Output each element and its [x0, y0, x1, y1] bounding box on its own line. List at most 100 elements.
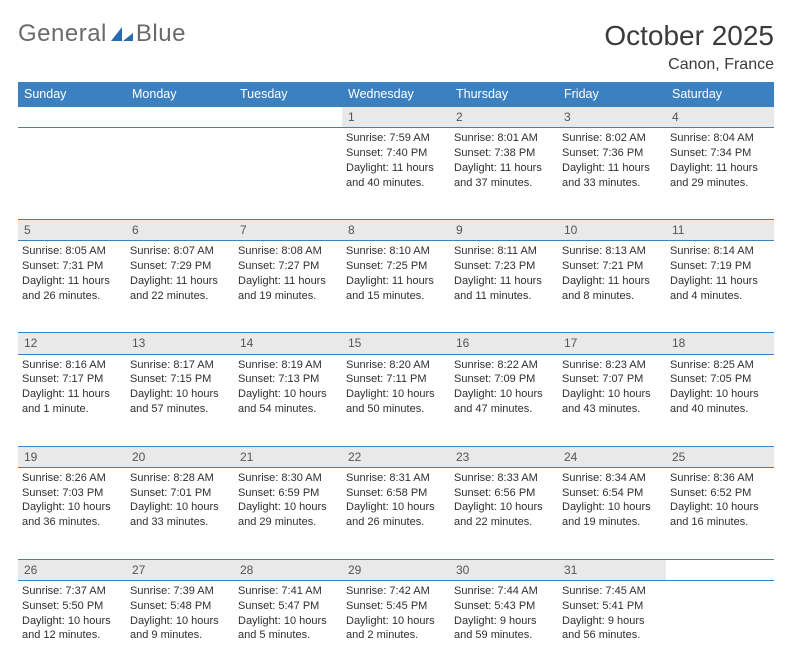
day-number: 3: [558, 107, 666, 128]
day-detail-line: Sunrise: 8:14 AM: [670, 244, 770, 259]
page-title: October 2025: [604, 20, 774, 52]
day-detail-line: Sunrise: 8:26 AM: [22, 471, 122, 486]
day-detail-line: Sunset: 7:17 PM: [22, 372, 122, 387]
day-detail-line: Sunset: 7:38 PM: [454, 146, 554, 161]
day-detail-line: Sunset: 7:34 PM: [670, 146, 770, 161]
day-cell: Sunrise: 8:07 AMSunset: 7:29 PMDaylight:…: [126, 241, 234, 333]
day-detail-line: Daylight: 11 hours: [346, 161, 446, 176]
week-row: Sunrise: 8:05 AMSunset: 7:31 PM Daylight:…: [18, 241, 774, 333]
day-cell: Sunrise: 8:23 AMSunset: 7:07 PMDaylight:…: [558, 354, 666, 446]
day-detail-line: and 47 minutes.: [454, 402, 554, 417]
day-cell: Sunrise: 8:01 AMSunset: 7:38 PMDaylight:…: [450, 128, 558, 220]
day-detail-line: and 9 minutes.: [130, 628, 230, 643]
day-detail-line: and 11 minutes.: [454, 289, 554, 304]
day-cell: [126, 128, 234, 220]
day-detail-line: and 50 minutes.: [346, 402, 446, 417]
day-detail-line: Daylight: 11 hours: [130, 274, 230, 289]
day-cell: Sunrise: 8:36 AMSunset: 6:52 PMDaylight:…: [666, 467, 774, 559]
daynum-row: 1234: [18, 107, 774, 128]
week-row: Sunrise: 8:26 AMSunset: 7:03 PM Daylight:…: [18, 467, 774, 559]
day-cell: Sunrise: 8:33 AMSunset: 6:56 PMDaylight:…: [450, 467, 558, 559]
day-detail-line: Sunset: 5:48 PM: [130, 599, 230, 614]
day-detail-line: Daylight: 10 hours: [454, 387, 554, 402]
day-number: 23: [450, 446, 558, 467]
day-number: 11: [666, 220, 774, 241]
weekday-wednesday: Wednesday: [342, 82, 450, 107]
day-detail-line: Sunrise: 8:33 AM: [454, 471, 554, 486]
day-detail-line: and 36 minutes.: [22, 515, 122, 530]
day-detail-line: Sunset: 5:43 PM: [454, 599, 554, 614]
day-detail-line: Sunset: 6:58 PM: [346, 486, 446, 501]
day-detail-line: Sunset: 7:11 PM: [346, 372, 446, 387]
day-number: 27: [126, 559, 234, 580]
day-detail-line: Sunset: 7:36 PM: [562, 146, 662, 161]
day-detail-line: Sunset: 7:07 PM: [562, 372, 662, 387]
day-detail-line: Daylight: 10 hours: [22, 614, 122, 629]
day-number: [18, 107, 126, 128]
day-detail-line: Daylight: 11 hours: [238, 274, 338, 289]
day-number: 20: [126, 446, 234, 467]
location-label: Canon, France: [604, 56, 774, 74]
day-cell: [234, 128, 342, 220]
day-detail-line: Daylight: 11 hours: [346, 274, 446, 289]
day-number: 30: [450, 559, 558, 580]
day-detail-line: and 33 minutes.: [562, 176, 662, 191]
day-cell: Sunrise: 8:20 AMSunset: 7:11 PMDaylight:…: [342, 354, 450, 446]
day-detail-line: Daylight: 11 hours: [670, 161, 770, 176]
day-detail-line: Sunrise: 8:11 AM: [454, 244, 554, 259]
weekday-monday: Monday: [126, 82, 234, 107]
day-detail-line: Daylight: 10 hours: [238, 387, 338, 402]
day-detail-line: Sunrise: 7:44 AM: [454, 584, 554, 599]
day-number: 5: [18, 220, 126, 241]
day-detail-line: Sunrise: 8:30 AM: [238, 471, 338, 486]
day-detail-line: Daylight: 11 hours: [454, 274, 554, 289]
day-detail-line: Daylight: 10 hours: [238, 500, 338, 515]
day-cell: Sunrise: 7:37 AMSunset: 5:50 PMDaylight:…: [18, 580, 126, 672]
day-detail-line: Sunset: 7:25 PM: [346, 259, 446, 274]
day-number: 26: [18, 559, 126, 580]
day-detail-line: Sunset: 7:21 PM: [562, 259, 662, 274]
day-detail-line: Sunrise: 8:04 AM: [670, 131, 770, 146]
day-cell: Sunrise: 8:11 AMSunset: 7:23 PMDaylight:…: [450, 241, 558, 333]
day-number: 6: [126, 220, 234, 241]
day-cell: Sunrise: 8:04 AMSunset: 7:34 PMDaylight:…: [666, 128, 774, 220]
day-detail-line: Sunset: 7:27 PM: [238, 259, 338, 274]
day-cell: Sunrise: 7:59 AMSunset: 7:40 PMDaylight:…: [342, 128, 450, 220]
day-number: 13: [126, 333, 234, 354]
day-number: 8: [342, 220, 450, 241]
day-detail-line: Sunset: 7:01 PM: [130, 486, 230, 501]
day-number: 31: [558, 559, 666, 580]
day-detail-line: and 19 minutes.: [238, 289, 338, 304]
day-detail-line: and 12 minutes.: [22, 628, 122, 643]
day-detail-line: Sunset: 5:47 PM: [238, 599, 338, 614]
day-detail-line: Sunrise: 8:05 AM: [22, 244, 122, 259]
weekday-header-row: Sunday Monday Tuesday Wednesday Thursday…: [18, 82, 774, 107]
day-detail-line: Sunset: 7:31 PM: [22, 259, 122, 274]
day-detail-line: Sunrise: 7:37 AM: [22, 584, 122, 599]
day-detail-line: Sunrise: 7:45 AM: [562, 584, 662, 599]
day-detail-line: Sunset: 5:41 PM: [562, 599, 662, 614]
day-detail-line: and 15 minutes.: [346, 289, 446, 304]
weekday-thursday: Thursday: [450, 82, 558, 107]
day-detail-line: Daylight: 10 hours: [130, 614, 230, 629]
day-detail-line: Sunrise: 8:02 AM: [562, 131, 662, 146]
day-detail-line: Sunset: 7:19 PM: [670, 259, 770, 274]
day-cell: Sunrise: 8:22 AMSunset: 7:09 PMDaylight:…: [450, 354, 558, 446]
day-detail-line: and 22 minutes.: [454, 515, 554, 530]
day-number: 17: [558, 333, 666, 354]
day-detail-line: and 54 minutes.: [238, 402, 338, 417]
day-detail-line: Sunset: 7:03 PM: [22, 486, 122, 501]
day-number: 1: [342, 107, 450, 128]
day-cell: Sunrise: 8:34 AMSunset: 6:54 PMDaylight:…: [558, 467, 666, 559]
day-detail-line: Sunrise: 8:01 AM: [454, 131, 554, 146]
daynum-row: 262728293031: [18, 559, 774, 580]
day-detail-line: Sunset: 6:54 PM: [562, 486, 662, 501]
day-detail-line: and 33 minutes.: [130, 515, 230, 530]
day-cell: Sunrise: 8:16 AMSunset: 7:17 PMDaylight:…: [18, 354, 126, 446]
day-cell: Sunrise: 8:19 AMSunset: 7:13 PMDaylight:…: [234, 354, 342, 446]
day-cell: Sunrise: 8:02 AMSunset: 7:36 PMDaylight:…: [558, 128, 666, 220]
week-row: Sunrise: 8:16 AMSunset: 7:17 PMDaylight:…: [18, 354, 774, 446]
day-cell: Sunrise: 7:41 AMSunset: 5:47 PMDaylight:…: [234, 580, 342, 672]
day-detail-line: and 2 minutes.: [346, 628, 446, 643]
day-detail-line: Sunrise: 8:13 AM: [562, 244, 662, 259]
